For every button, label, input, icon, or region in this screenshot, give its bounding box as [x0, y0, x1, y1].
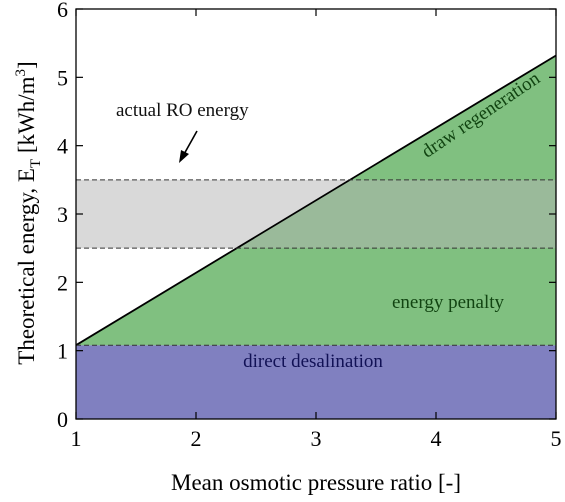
- x-tick-label: 1: [71, 426, 82, 451]
- band-actual-ro-energy: [76, 179, 556, 249]
- line-theoretical-energy: [75, 54, 557, 346]
- y-axis-label: Theoretical energy, ET [kWh/m3]: [13, 61, 44, 364]
- y-tick-label: 6: [57, 0, 68, 22]
- annotation-direct-desalination: direct desalination: [243, 351, 383, 372]
- x-tick-label: 3: [311, 426, 322, 451]
- x-tick-label: 2: [191, 426, 202, 451]
- x-axis-label: Mean osmotic pressure ratio [-]: [171, 470, 461, 495]
- y-tick-label: 1: [57, 339, 68, 364]
- x-tick-label: 4: [431, 426, 442, 451]
- annotation-actual-ro-energy: actual RO energy: [116, 100, 249, 121]
- y-tick-label: 0: [57, 407, 68, 432]
- y-tick-label: 5: [57, 65, 68, 90]
- x-tick-label: 5: [551, 426, 562, 451]
- y-tick-label: 3: [57, 202, 68, 227]
- annotation-arrow: [179, 130, 198, 163]
- annotation-energy-penalty: energy penalty: [392, 292, 505, 313]
- y-tick-label: 2: [57, 270, 68, 295]
- y-tick-label: 4: [57, 134, 68, 159]
- region-direct-desalination: [76, 345, 556, 419]
